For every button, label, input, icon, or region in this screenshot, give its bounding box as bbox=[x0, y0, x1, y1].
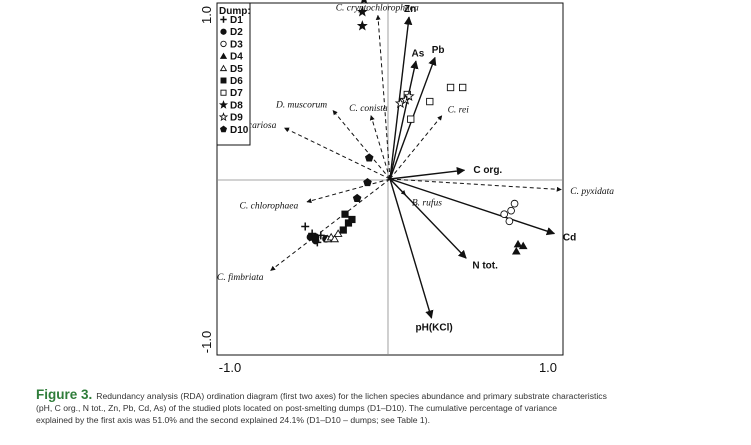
point-d7-5 bbox=[459, 83, 467, 92]
env-arrow-as bbox=[389, 60, 419, 180]
figure-label: Figure 3. bbox=[36, 387, 93, 402]
legend-label-d7: D7 bbox=[230, 88, 243, 99]
point-d3-1 bbox=[507, 206, 515, 215]
species-arrow-c-pyxidata bbox=[389, 178, 562, 192]
env-label-pb: Pb bbox=[432, 45, 445, 56]
env-label-ph-kcl: pH(KCl) bbox=[415, 323, 452, 334]
rda-biplot: C. cryptochlorophaea C. rei D. muscorum C. … bbox=[199, 0, 614, 375]
species-arrow-c-conista bbox=[369, 115, 391, 180]
species-label-d-muscorum: D. muscorum bbox=[275, 100, 327, 110]
species-arrow-c-cariosa bbox=[284, 127, 391, 180]
legend-label-d3: D3 bbox=[230, 39, 243, 50]
point-d8-2 bbox=[356, 6, 368, 17]
legend-marker-d8 bbox=[218, 100, 229, 109]
caption-line-1: Figure 3. Redundancy analysis (RDA) ordin… bbox=[36, 387, 741, 402]
env-label-c-org: C org. bbox=[473, 165, 502, 176]
species-label-c-fimbriata: C. fimbriata bbox=[217, 272, 264, 283]
env-arrow-c-org bbox=[389, 166, 466, 180]
x-tick-label-min: -1.0 bbox=[219, 360, 241, 375]
x-tick-label-max: 1.0 bbox=[539, 360, 557, 375]
species-vectors: C. cryptochlorophaea C. rei D. muscorum C. … bbox=[217, 3, 614, 283]
point-d1-1 bbox=[301, 222, 310, 231]
point-d3-2 bbox=[500, 210, 509, 219]
point-d2-3 bbox=[311, 233, 320, 241]
legend-label-d1: D1 bbox=[230, 15, 243, 26]
legend-title: Dump: bbox=[219, 6, 251, 17]
point-d10-3 bbox=[352, 193, 362, 203]
env-arrow-ph-kcl bbox=[389, 178, 434, 319]
legend-marker-d1 bbox=[220, 16, 227, 23]
legend-marker-d3 bbox=[220, 40, 227, 48]
species-label-c-cariosa: C. cariosa bbox=[237, 121, 277, 131]
legend-label-d5: D5 bbox=[230, 64, 243, 75]
species-arrow-d-muscorum bbox=[332, 109, 391, 180]
point-d9-3 bbox=[403, 90, 415, 102]
legend-marker-d6 bbox=[220, 77, 227, 84]
species-label-c-cryptochlorophaea: C. cryptochlorophaea bbox=[336, 3, 419, 13]
point-d5-3 bbox=[330, 234, 340, 243]
caption-line-3: explained by the first axis was 51.0% an… bbox=[36, 415, 430, 425]
point-d7-3 bbox=[426, 97, 434, 106]
point-d3-3 bbox=[510, 199, 519, 208]
legend-marker-d5 bbox=[219, 64, 228, 72]
species-label-b-rufus: B. rufus bbox=[412, 197, 442, 208]
legend-label-d9: D9 bbox=[230, 113, 243, 124]
env-label-cd: Cd bbox=[563, 232, 576, 243]
point-d4-2 bbox=[518, 241, 528, 250]
caption-line-2: (pH, C org., N tot., Zn, Pb, Cd, As) of … bbox=[36, 403, 557, 413]
env-label-as: As bbox=[411, 48, 424, 59]
point-d6-1 bbox=[339, 226, 347, 234]
env-arrow-cd bbox=[389, 178, 556, 236]
environmental-vectors: Zn As Pb C org. Cd N tot. pH(KCl) bbox=[389, 4, 576, 334]
species-label-c-pyxidata: C. pyxidata bbox=[570, 187, 614, 197]
point-d4-1 bbox=[513, 239, 523, 248]
point-d10-1 bbox=[364, 153, 374, 162]
legend-box bbox=[216, 2, 251, 146]
species-label-c-chlorophaea: C. chlorophaea bbox=[240, 201, 299, 211]
point-d4-3 bbox=[511, 246, 521, 255]
species-arrow-c-chlorophaea bbox=[306, 178, 391, 204]
point-d3-4 bbox=[505, 217, 514, 226]
point-d6-3 bbox=[341, 210, 349, 218]
legend-marker-d10 bbox=[219, 125, 228, 133]
env-arrow-n-tot bbox=[389, 178, 467, 259]
legend-label-d6: D6 bbox=[230, 76, 243, 87]
legend-label-d4: D4 bbox=[230, 52, 243, 63]
point-d8-3 bbox=[356, 20, 368, 31]
legend-marker-d4 bbox=[219, 52, 228, 59]
legend-label-d10: D10 bbox=[230, 125, 249, 136]
point-d6-4 bbox=[348, 215, 356, 224]
legend-label-d2: D2 bbox=[230, 27, 243, 38]
legend-label-d8: D8 bbox=[230, 100, 243, 111]
point-d8-1 bbox=[360, 0, 368, 5]
species-label-c-rei: C. rei bbox=[448, 106, 470, 116]
species-arrow-c-fimbriata bbox=[270, 178, 391, 271]
point-d7-4 bbox=[446, 83, 455, 92]
y-tick-label-min: -1.0 bbox=[199, 331, 214, 353]
sample-points bbox=[301, 0, 528, 255]
env-arrow-zn bbox=[389, 16, 413, 180]
plot-frame bbox=[216, 2, 564, 356]
legend-marker-d9 bbox=[218, 112, 229, 122]
species-label-c-conista: C. conista bbox=[349, 104, 388, 114]
species-arrow-c-rei bbox=[389, 115, 443, 180]
env-label-zn: Zn bbox=[404, 4, 416, 15]
figure-caption: Figure 3. Redundancy analysis (RDA) ordin… bbox=[36, 387, 741, 426]
legend-marker-d2 bbox=[220, 28, 227, 35]
legend-marker-d7 bbox=[220, 89, 227, 96]
caption-text-1: Redundancy analysis (RDA) ordination dia… bbox=[96, 391, 607, 401]
species-arrow-c-cryptochlorophaea bbox=[375, 14, 391, 180]
point-d7-2 bbox=[407, 115, 415, 123]
point-d10-2 bbox=[363, 178, 372, 187]
env-label-n-tot: N tot. bbox=[472, 261, 498, 272]
y-tick-label-max: 1.0 bbox=[199, 6, 214, 24]
axis-ticks: -1.0 1.0 1.0 -1.0 bbox=[199, 6, 557, 375]
